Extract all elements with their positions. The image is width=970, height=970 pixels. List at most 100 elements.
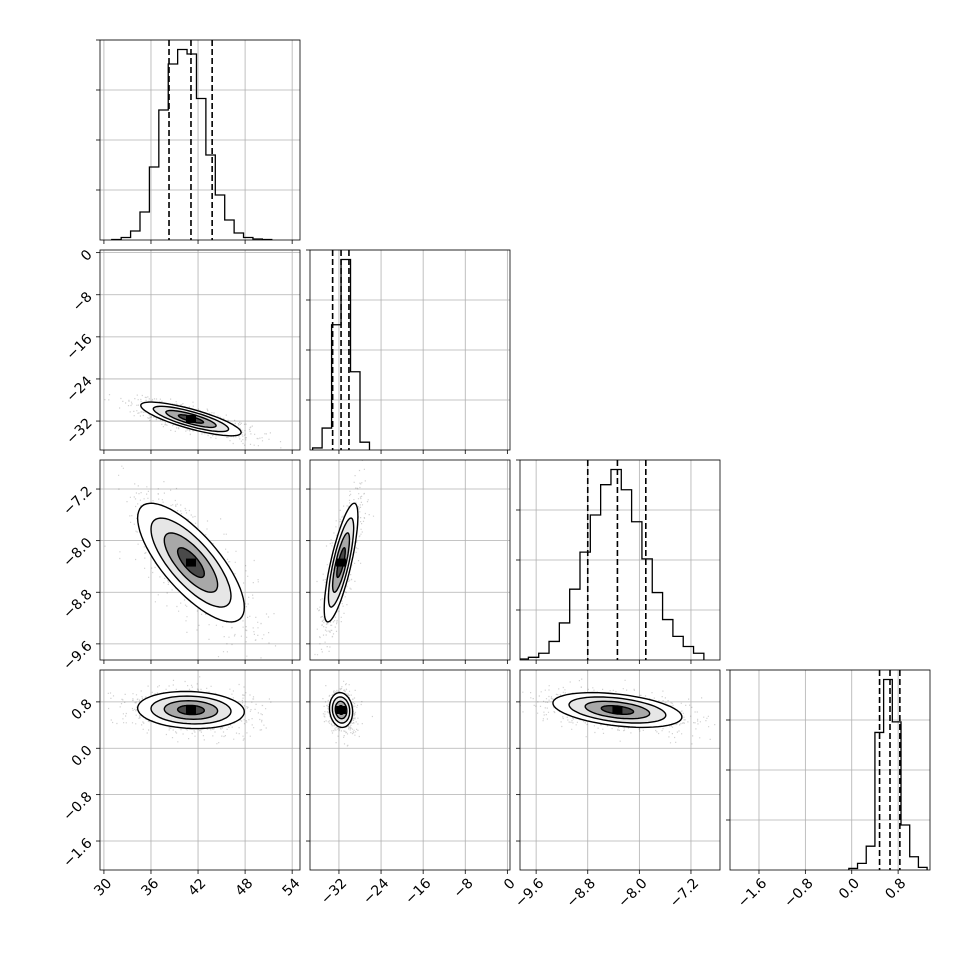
histogram-bar <box>559 623 569 660</box>
contour-line <box>328 691 354 729</box>
density-peak <box>336 706 347 714</box>
x-tick-label-2: −9.6 <box>512 875 547 910</box>
density-peak <box>612 706 623 714</box>
contour-line <box>323 502 359 623</box>
histogram-bar <box>225 220 234 240</box>
density-group <box>104 394 282 449</box>
contour-line <box>327 517 355 608</box>
panel-frame <box>99 249 301 451</box>
contour-line <box>150 695 232 725</box>
panel-frame <box>519 669 721 871</box>
y-tick-label-2: −8.8 <box>60 587 95 622</box>
histogram-bar <box>539 653 549 660</box>
histogram-bar <box>178 50 187 240</box>
contour-line <box>568 696 667 724</box>
contour-line <box>337 705 345 715</box>
scatter-panel-1-2 <box>309 459 511 661</box>
histogram-outline <box>848 678 928 870</box>
contour-line <box>150 517 232 608</box>
panel-frame <box>309 459 511 661</box>
density-peak <box>185 706 196 714</box>
y-tick-label-3: 0.8 <box>69 696 96 723</box>
histogram-bars <box>111 40 273 240</box>
histogram-bars <box>311 250 371 450</box>
x-tick-label-0: 54 <box>280 875 304 899</box>
histogram-panel-3 <box>726 669 931 871</box>
y-tick-label-1: −8 <box>70 289 96 315</box>
scatter-points <box>520 678 716 745</box>
contour-line <box>176 704 206 716</box>
histogram-panel-1 <box>306 249 511 451</box>
y-tick-label-3: 0.0 <box>69 743 96 770</box>
histogram-bar <box>683 647 693 660</box>
density-group <box>100 676 272 745</box>
histogram-bar <box>590 515 600 660</box>
y-tick-label-3: −0.8 <box>60 789 95 824</box>
contour-line <box>176 547 206 579</box>
histogram-bar <box>570 589 580 660</box>
density-peak <box>185 414 196 423</box>
panel-frame <box>729 669 931 871</box>
histogram-bar <box>611 470 621 660</box>
y-tick-label-2: −9.6 <box>60 638 95 673</box>
panel-frame <box>519 459 721 661</box>
panel-frame <box>99 669 301 871</box>
scatter-panel-1-3 <box>309 669 511 871</box>
contour-line <box>177 414 205 424</box>
histogram-panel-2 <box>516 459 721 661</box>
histogram-bar <box>663 620 673 660</box>
scatter-panel-0-3 <box>99 669 301 871</box>
y-tick-label-3: −1.6 <box>60 835 95 870</box>
histogram-bar <box>140 212 149 240</box>
contour-line <box>584 700 651 720</box>
x-tick-label-1: −32 <box>318 876 350 908</box>
x-tick-label-0: 42 <box>185 876 209 900</box>
panel-frame <box>309 249 511 451</box>
contour-line <box>331 532 351 594</box>
contour-line <box>140 401 242 437</box>
contour-line <box>165 409 217 429</box>
histogram-bar <box>580 552 590 660</box>
y-tick-label-2: −8.0 <box>60 535 95 570</box>
histogram-bar <box>215 195 224 240</box>
y-tick-label-1: 0 <box>78 247 96 265</box>
histogram-bar <box>131 231 140 240</box>
density-peak <box>185 558 196 567</box>
histogram-bar <box>621 490 631 660</box>
histogram-bars <box>848 670 928 870</box>
density-group <box>520 678 716 745</box>
histogram-bars <box>520 460 705 660</box>
histogram-bar <box>549 641 559 660</box>
panel-frame <box>99 39 301 241</box>
histogram-bar <box>632 522 642 660</box>
histogram-bar <box>884 680 893 870</box>
histogram-bar <box>694 653 704 660</box>
x-tick-label-1: −16 <box>402 875 434 907</box>
contour-line <box>163 699 219 721</box>
x-tick-label-1: −24 <box>360 875 392 907</box>
histogram-outline <box>311 258 371 450</box>
histogram-bar <box>234 233 243 240</box>
density-group <box>322 680 373 747</box>
histogram-bar <box>360 442 369 450</box>
scatter-panel-2-3 <box>519 669 721 871</box>
histogram-bar <box>866 846 875 870</box>
contour-line <box>152 405 230 433</box>
contour-line <box>163 532 219 593</box>
density-peak <box>336 558 347 567</box>
x-tick-label-2: −8.8 <box>564 876 599 911</box>
contour-line <box>600 705 635 715</box>
histogram-bar <box>673 636 683 660</box>
x-tick-label-0: 30 <box>91 876 115 900</box>
x-tick-label-1: 0 <box>501 876 519 894</box>
x-tick-label-0: 36 <box>138 875 162 899</box>
x-tick-label-2: −7.2 <box>667 876 702 911</box>
panel-frame <box>99 459 301 661</box>
histogram-bar <box>652 593 662 660</box>
y-tick-label-1: −24 <box>63 373 95 405</box>
y-tick-label-1: −32 <box>63 415 95 447</box>
histogram-outline <box>520 468 705 660</box>
histogram-bar <box>901 825 910 870</box>
histogram-bar <box>159 110 168 240</box>
